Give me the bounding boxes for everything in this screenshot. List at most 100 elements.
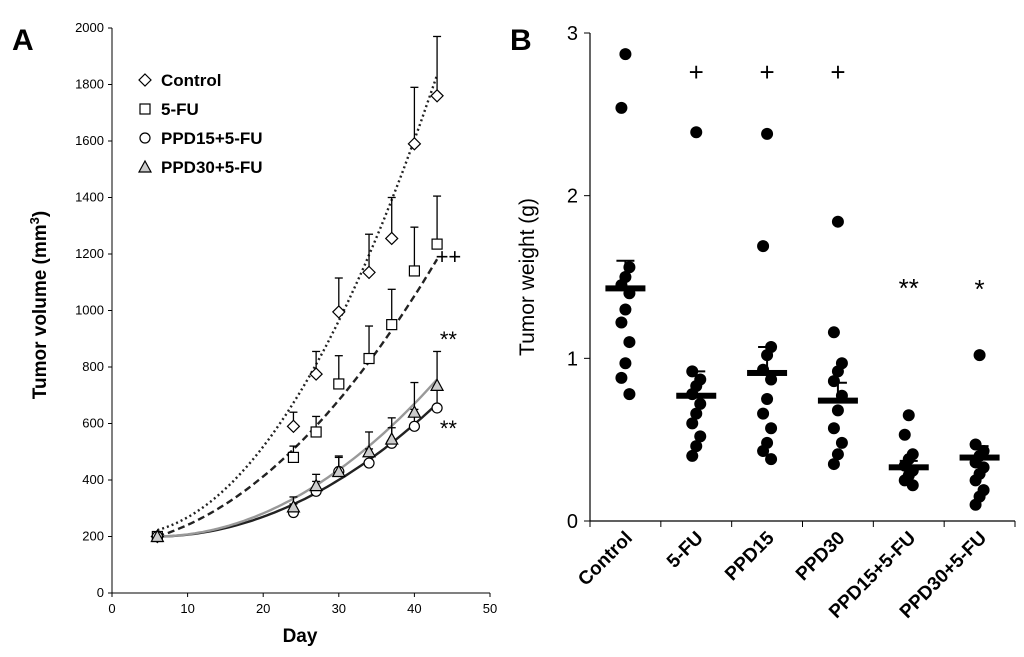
point-ppd30-5-fu: [430, 378, 445, 391]
y-tick-label: 2000: [75, 20, 104, 35]
point-control: [362, 265, 376, 280]
legend-label: PPD15+5-FU: [161, 129, 263, 148]
significance-annotation: **: [899, 273, 919, 303]
data-point-control: [619, 303, 632, 316]
point-control: [430, 88, 444, 103]
y-tick-label: 0: [567, 511, 578, 533]
legend-marker-ppd15-5-fu: [139, 132, 151, 144]
data-point-ppd15-5-fu: [902, 409, 915, 422]
data-point-ppd15: [757, 240, 770, 253]
significance-annotation: **: [440, 416, 458, 441]
point-ppd15-5-fu: [431, 402, 443, 414]
data-point-ppd30-5-fu: [969, 474, 982, 487]
mean-bar-control: [605, 285, 646, 292]
data-point-ppd15-5-fu: [898, 428, 911, 441]
data-point-5-fu: [690, 440, 703, 453]
panel-a-annotations: ++ ** **: [436, 244, 462, 441]
mean-bar-ppd15: [747, 369, 788, 376]
data-point-ppd15: [761, 393, 774, 405]
category-label: Control: [574, 528, 637, 591]
x-tick-label: 0: [108, 601, 115, 616]
data-point-ppd15: [765, 373, 778, 386]
y-tick-label: 3: [567, 23, 578, 45]
legend-label: PPD30+5-FU: [161, 158, 263, 177]
data-point-control: [623, 336, 636, 349]
data-point-ppd30-5-fu: [973, 349, 986, 362]
point-5-fu: [310, 426, 322, 438]
point-control: [286, 419, 301, 434]
x-tick-label: 40: [407, 601, 421, 616]
panel-b-axes: 0 1 2 3: [567, 23, 1016, 533]
point-5-fu: [386, 319, 398, 331]
point-ppd30-5-fu: [286, 499, 301, 513]
data-point-control: [619, 357, 632, 370]
legend-marker-5-fu: [139, 103, 151, 115]
point-5-fu: [363, 352, 375, 365]
point-control: [384, 231, 399, 246]
panel-b-category-labels: Control 5-FU PPD15 PPD30PPD15+5-FUPPD30+5-F…: [574, 527, 991, 622]
point-ppd30-5-fu: [362, 444, 377, 458]
data-point-control: [615, 101, 628, 114]
data-point-ppd15: [761, 127, 774, 140]
y-axis-label-main: Tumor volume (mm: [30, 224, 51, 399]
panel-b-label: B: [510, 24, 532, 57]
legend-label: Control: [161, 71, 221, 90]
significance-annotation: *: [975, 274, 985, 304]
y-tick-label: 1200: [75, 246, 104, 261]
x-tick-label: 50: [483, 601, 497, 616]
point-5-fu: [333, 378, 345, 390]
point-5-fu: [431, 238, 443, 250]
data-point-ppd15: [765, 422, 778, 435]
data-point-ppd30: [831, 404, 844, 417]
data-point-control: [615, 371, 628, 384]
data-point-5-fu: [694, 397, 707, 410]
data-point-ppd30: [835, 436, 848, 449]
category-label: 5-FU: [663, 528, 708, 573]
significance-annotation: +: [689, 57, 704, 87]
mean-bar-ppd30: [817, 397, 858, 404]
panel-b-points: [615, 48, 990, 511]
data-point-ppd30: [827, 458, 840, 471]
data-point-5-fu: [690, 407, 703, 420]
data-point-5-fu: [686, 417, 699, 430]
y-tick-label: 0: [97, 585, 104, 600]
category-label: PPD30: [792, 528, 849, 585]
data-point-ppd30: [831, 215, 844, 228]
mean-bar-ppd30-5-fu: [959, 454, 1000, 461]
data-point-ppd30: [831, 448, 844, 461]
legend-label: 5-FU: [161, 100, 199, 119]
data-point-control: [623, 388, 636, 401]
data-point-ppd30: [831, 365, 844, 378]
y-tick-label: 1400: [75, 190, 104, 205]
y-tick-label: 600: [82, 416, 104, 431]
y-tick-label: 800: [82, 359, 104, 374]
data-point-control: [615, 316, 628, 329]
point-ppd30-5-fu: [407, 404, 422, 418]
point-ppd15-5-fu: [363, 457, 375, 469]
x-tick-label: 30: [332, 601, 346, 616]
panel-a-y-axis-label: Tumor volume (mm3): [27, 211, 51, 399]
category-label: PPD15: [721, 527, 779, 585]
panel-b-y-axis-label: Tumor weight (g): [516, 198, 539, 356]
data-point-5-fu: [694, 430, 707, 443]
point-ppd30-5-fu: [309, 478, 324, 492]
data-point-control: [619, 48, 632, 61]
y-tick-label: 2: [567, 186, 578, 208]
point-control: [309, 367, 323, 381]
point-ppd30-5-fu: [384, 431, 399, 445]
y-axis-label-close: ): [30, 211, 51, 217]
panel-a-label: A: [12, 24, 34, 57]
data-point-5-fu: [686, 449, 699, 462]
significance-annotation: **: [440, 327, 458, 352]
y-axis-label-superscript: 3: [27, 217, 42, 224]
panel-b-means: [605, 259, 1000, 471]
point-5-fu: [287, 451, 300, 463]
significance-annotation: +: [830, 57, 845, 87]
point-5-fu: [408, 265, 420, 277]
point-ppd30-5-fu: [331, 464, 346, 478]
data-point-ppd15: [765, 453, 778, 466]
legend-marker-control: [138, 73, 152, 87]
mean-bar-ppd15-5-fu: [888, 464, 929, 471]
panel-a-axes: 0 200 400 600 800 1000 1200 1400 1600 1800 2000 0 10…: [75, 20, 497, 616]
